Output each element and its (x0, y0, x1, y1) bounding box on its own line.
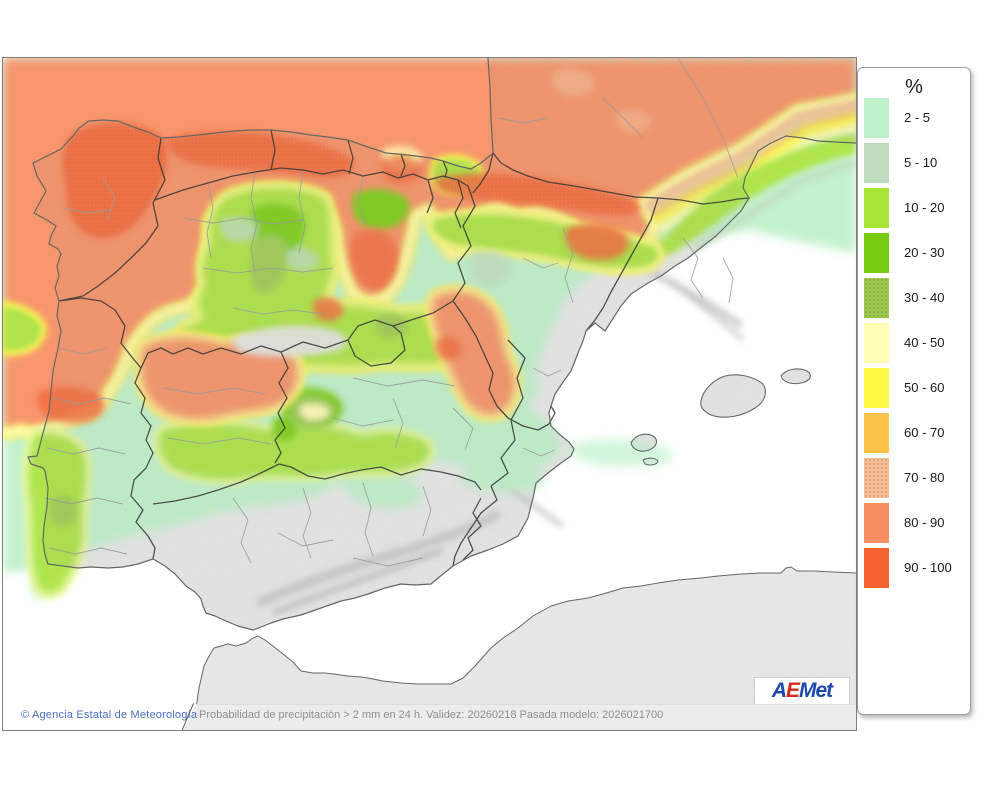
copyright-text: © Agencia Estatal de Meteorología (21, 709, 198, 721)
legend-label: 60 - 70 (904, 425, 945, 440)
legend-swatch (864, 278, 889, 318)
region-borders (58, 129, 750, 567)
legend-item: 70 - 80 (858, 456, 970, 501)
legend-label: 30 - 40 (904, 290, 945, 305)
legend-item: 60 - 70 (858, 411, 970, 456)
logo-letters-met: Met (799, 679, 833, 702)
map-footer: © Agencia Estatal de Meteorología Probab… (3, 703, 856, 730)
legend-item: 2 - 5 (858, 96, 970, 141)
legend-rows: 2 - 5 5 - 10 10 - 20 20 - 30 30 - 40 40 … (858, 96, 970, 591)
footer-info-band (184, 704, 856, 730)
legend-label: 10 - 20 (904, 200, 945, 215)
aemet-logo-word: AEMet (755, 678, 849, 704)
province-borders (44, 58, 739, 567)
weather-map: AEMet Agencia Estatal de Meteorología © … (2, 57, 857, 731)
legend-label: 40 - 50 (904, 335, 945, 350)
legend-swatch (864, 503, 889, 543)
legend-swatch (864, 188, 889, 228)
legend-label: 90 - 100 (904, 560, 952, 575)
legend-item: 40 - 50 (858, 321, 970, 366)
legend-swatch (864, 233, 889, 273)
logo-letter-a: A (771, 679, 787, 702)
legend-swatch (864, 143, 889, 183)
map-canvas (3, 58, 856, 730)
legend-item: 50 - 60 (858, 366, 970, 411)
legend-swatch (864, 458, 889, 498)
legend-item: 20 - 30 (858, 231, 970, 276)
legend-item: 5 - 10 (858, 141, 970, 186)
legend-swatch (864, 548, 889, 588)
legend-item: 90 - 100 (858, 546, 970, 591)
legend-label: 50 - 60 (904, 380, 945, 395)
legend-item: 10 - 20 (858, 186, 970, 231)
legend-label: 80 - 90 (904, 515, 945, 530)
footer-info-text: Probabilidad de precipitación > 2 mm en … (199, 709, 664, 721)
legend-swatch (864, 413, 889, 453)
legend-swatch (864, 98, 889, 138)
legend-panel: % 2 - 5 5 - 10 10 - 20 20 - 30 30 - 40 4… (857, 67, 971, 715)
legend-label: 5 - 10 (904, 155, 938, 170)
legend-title: % (905, 76, 923, 98)
legend-label: 2 - 5 (904, 110, 931, 125)
legend-item: 80 - 90 (858, 501, 970, 546)
legend-swatch (864, 368, 889, 408)
legend-label: 20 - 30 (904, 245, 945, 260)
logo-letter-e: E (785, 679, 800, 702)
legend-swatch (864, 323, 889, 363)
coastline (27, 58, 856, 730)
legend-label: 70 - 80 (904, 470, 945, 485)
legend-item: 30 - 40 (858, 276, 970, 321)
